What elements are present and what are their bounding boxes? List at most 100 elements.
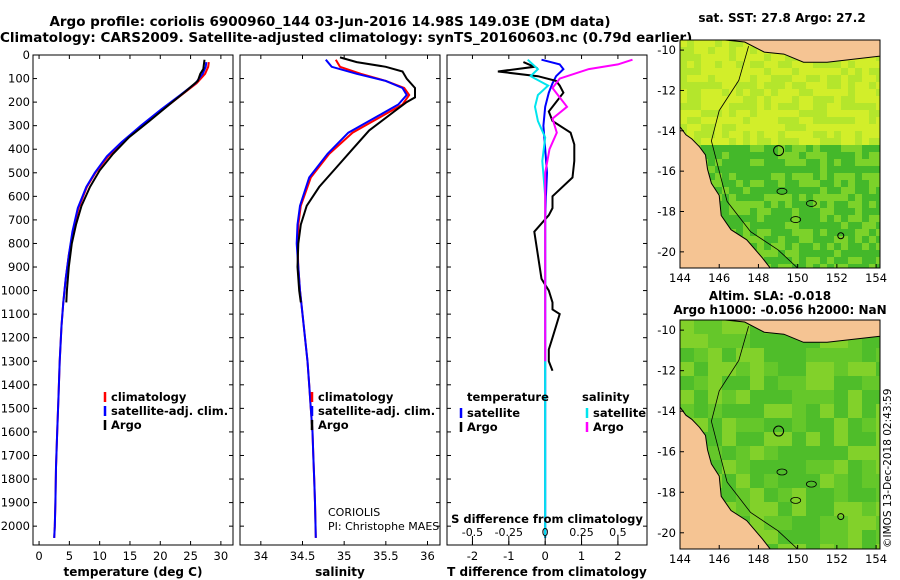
map-cell — [820, 229, 827, 236]
map-cell — [708, 124, 715, 131]
map-cell — [848, 103, 855, 110]
map-cell — [792, 180, 799, 187]
reef — [805, 200, 817, 207]
y-tick-label: 1900 — [1, 496, 30, 510]
map-cell — [736, 145, 743, 152]
map-cell — [869, 159, 876, 166]
map-cell — [757, 131, 764, 138]
map-cell — [876, 376, 880, 390]
map-cell — [834, 131, 841, 138]
map-cell — [722, 376, 736, 390]
shelf-contour — [710, 325, 798, 549]
map-cell — [701, 40, 708, 47]
map-cell — [680, 334, 694, 348]
x-tick-label: 25 — [183, 549, 198, 563]
map-cell — [757, 89, 764, 96]
map-cell — [743, 138, 750, 145]
map-cell — [827, 180, 834, 187]
map-cell — [848, 446, 862, 460]
map-cell — [806, 194, 813, 201]
map-cell — [813, 61, 820, 68]
y-tick-label: -16 — [657, 164, 676, 178]
map-cell — [694, 82, 701, 89]
map-cell — [764, 103, 771, 110]
map-cell — [708, 348, 722, 362]
map-cell — [799, 89, 806, 96]
map-cell — [813, 131, 820, 138]
map-cell — [708, 173, 715, 180]
map-cell — [806, 243, 813, 250]
map-cell — [729, 110, 736, 117]
map-cell — [834, 376, 848, 390]
map-cell — [785, 229, 792, 236]
map-cell — [750, 96, 757, 103]
map-cell — [792, 138, 799, 145]
series-t-argo — [497, 61, 576, 372]
map-cell — [778, 516, 792, 530]
series-satellite-adj--clim- — [53, 61, 208, 538]
map-cell — [687, 96, 694, 103]
map-cell — [820, 180, 827, 187]
map-cell — [848, 222, 855, 229]
map-cell — [764, 110, 771, 117]
map-cell — [708, 159, 715, 166]
map-cell — [687, 131, 694, 138]
map-cell — [680, 117, 687, 124]
map-cell — [694, 96, 701, 103]
map-cell — [778, 131, 785, 138]
reef — [805, 480, 817, 488]
map-cell — [785, 215, 792, 222]
map-cell — [834, 257, 841, 264]
map-cell — [876, 138, 880, 145]
map-cell — [841, 222, 848, 229]
map-cell — [785, 124, 792, 131]
map-cell — [869, 208, 876, 215]
map-cell — [757, 250, 764, 257]
map-cell — [680, 75, 687, 82]
map-cell — [757, 54, 764, 61]
map-cell — [757, 117, 764, 124]
map-cell — [764, 173, 771, 180]
map-cell — [862, 103, 869, 110]
map-cell — [869, 264, 876, 268]
map-cell — [813, 208, 820, 215]
map-cell — [778, 544, 792, 549]
map-cell — [694, 68, 701, 75]
map-cell — [778, 376, 792, 390]
map-cell — [715, 152, 722, 159]
map-cell — [869, 68, 876, 75]
map-cell — [848, 152, 855, 159]
map-cell — [736, 180, 743, 187]
map-cell — [743, 103, 750, 110]
map-cell — [743, 229, 750, 236]
secondary-marker — [837, 513, 845, 521]
map-cell — [743, 61, 750, 68]
map-cell — [708, 103, 715, 110]
map-cell — [869, 166, 876, 173]
map-cell — [876, 404, 880, 418]
map-cell — [736, 362, 750, 376]
map-cell — [834, 68, 841, 75]
map-cell — [876, 103, 880, 110]
map-cell — [855, 68, 862, 75]
map-cell — [785, 138, 792, 145]
map-cell — [715, 145, 722, 152]
map-cell — [827, 201, 834, 208]
map-cell — [813, 173, 820, 180]
map-cell — [757, 82, 764, 89]
map-cell — [778, 173, 785, 180]
map-cell — [701, 124, 708, 131]
map-cell — [764, 404, 778, 418]
map-cell — [785, 96, 792, 103]
map-cell — [757, 68, 764, 75]
map-cell — [785, 82, 792, 89]
map-cell — [855, 103, 862, 110]
map-cell — [778, 103, 785, 110]
map-cell — [736, 47, 743, 54]
map-cell — [806, 145, 813, 152]
map-cell — [722, 54, 729, 61]
map-cell — [750, 124, 757, 131]
map-cell — [750, 215, 757, 222]
map-cell — [764, 194, 771, 201]
map-cell — [806, 236, 813, 243]
